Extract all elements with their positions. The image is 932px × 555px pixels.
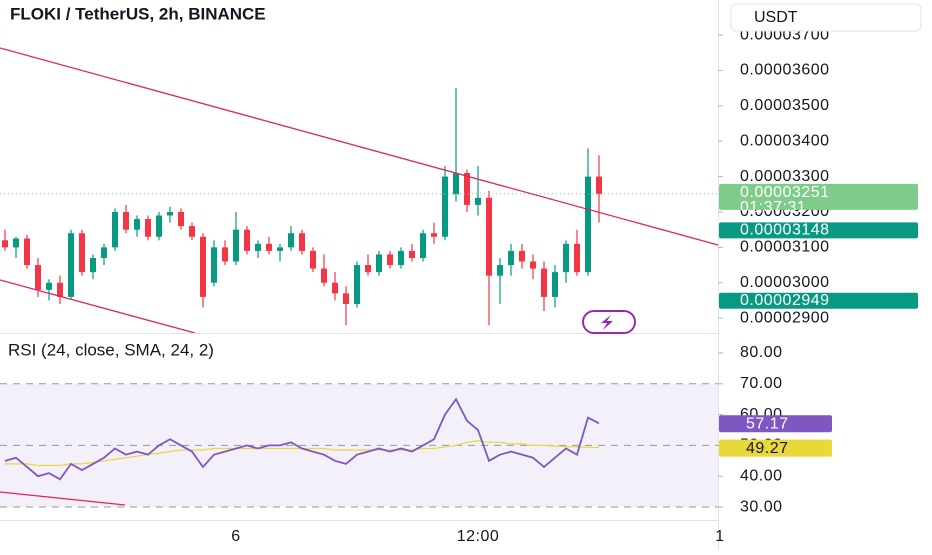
bolt [601,315,613,330]
candle-body [211,247,217,283]
currency-label[interactable]: USDT [754,9,798,26]
x-tick-label: 1 [715,528,724,545]
candle-body [178,211,184,227]
trend-line [0,47,719,246]
candle-body [343,293,349,304]
value-tag-label: 57.17 [746,416,789,433]
trend-line [0,279,196,334]
y-tick-label: 0.00003500 [740,97,830,114]
candle-body [563,243,569,273]
y-tick-label: 0.00003300 [740,168,830,185]
x-tick-label: 12:00 [457,528,500,545]
candle-body [68,233,74,297]
candle-body [189,226,195,237]
candle-body [167,211,173,216]
candle-body [541,268,547,297]
axis-area: 0.000037000.000036000.000035000.00003400… [231,26,918,545]
candle-body [244,229,250,251]
candle-body [2,240,8,248]
candle-body [24,238,30,266]
y-tick-label: 0.00003100 [740,239,830,256]
y-tick-label: 40.00 [740,467,783,484]
candle-body [321,268,327,283]
y-tick-label: 30.00 [740,498,783,515]
candle-body [398,250,404,266]
candle-body [233,229,239,262]
price-tag-label: 0.00003148 [740,222,830,239]
candle-body [288,233,294,248]
value-tag-label: 49.27 [746,440,789,457]
value-tag [719,439,832,457]
candle-body [475,197,481,205]
candle-body [486,197,492,276]
candle-body [453,173,459,195]
last-price-tag [719,183,918,210]
candle-body [57,282,63,297]
candle-body [46,282,52,290]
candle-body [266,243,272,251]
currency-button[interactable] [730,3,922,32]
alert-icon[interactable] [582,310,636,334]
candle-body [387,254,393,266]
y-tick-label: 0.00003000 [740,274,830,291]
candle-body [35,265,41,290]
candle-body [79,233,85,273]
candle-body [420,233,426,258]
y-tick-label: 80.00 [740,344,783,361]
candle-body [145,219,151,237]
price-tag [719,292,918,309]
y-tick-label: 0.00003600 [740,62,830,79]
value-tag [719,415,832,433]
price-tag-label: 0.00002949 [740,292,830,309]
candle-body [277,247,283,251]
candle-body [112,211,118,248]
candle-body [156,215,162,237]
candle-body [200,236,206,297]
candle-body [497,265,503,276]
candle-body [464,173,470,205]
x-tick-label: 6 [231,528,240,545]
candle-body [255,243,261,251]
candle-body [519,250,525,262]
candle-body [90,257,96,273]
candle-body [552,272,558,297]
candle-body [574,243,580,273]
candle-body [101,247,107,258]
candle-body [123,211,129,230]
candle-body [530,261,536,269]
rsi-line [4,397,600,481]
price-tag [719,222,918,239]
candle-body [134,219,140,230]
candle-body [354,265,360,304]
plot-area [0,88,718,508]
candle-body [299,233,305,251]
chart-title: FLOKI / TetherUS, 2h, BINANCE [10,4,266,23]
candle-body [585,176,591,273]
candle-body [365,265,371,273]
candle-body [332,282,338,294]
candle-body [431,233,437,237]
candle-body [596,176,602,194]
countdown: 01:37:31 [740,199,806,216]
candle-body [13,238,19,248]
y-tick-label: 0.00002900 [740,309,830,326]
candle-body [409,250,415,258]
y-tick-label: 0.00003400 [740,132,830,149]
candle-body [376,254,382,273]
rsi-title: RSI (24, close, SMA, 24, 2) [8,340,214,359]
candle-body [310,250,316,269]
trend-line [0,491,126,506]
y-tick-label: 70.00 [740,375,783,392]
candle-body [222,247,228,262]
candle-body [442,176,448,237]
last-price-label: 0.00003251 [740,184,830,201]
candle-body [508,250,514,266]
